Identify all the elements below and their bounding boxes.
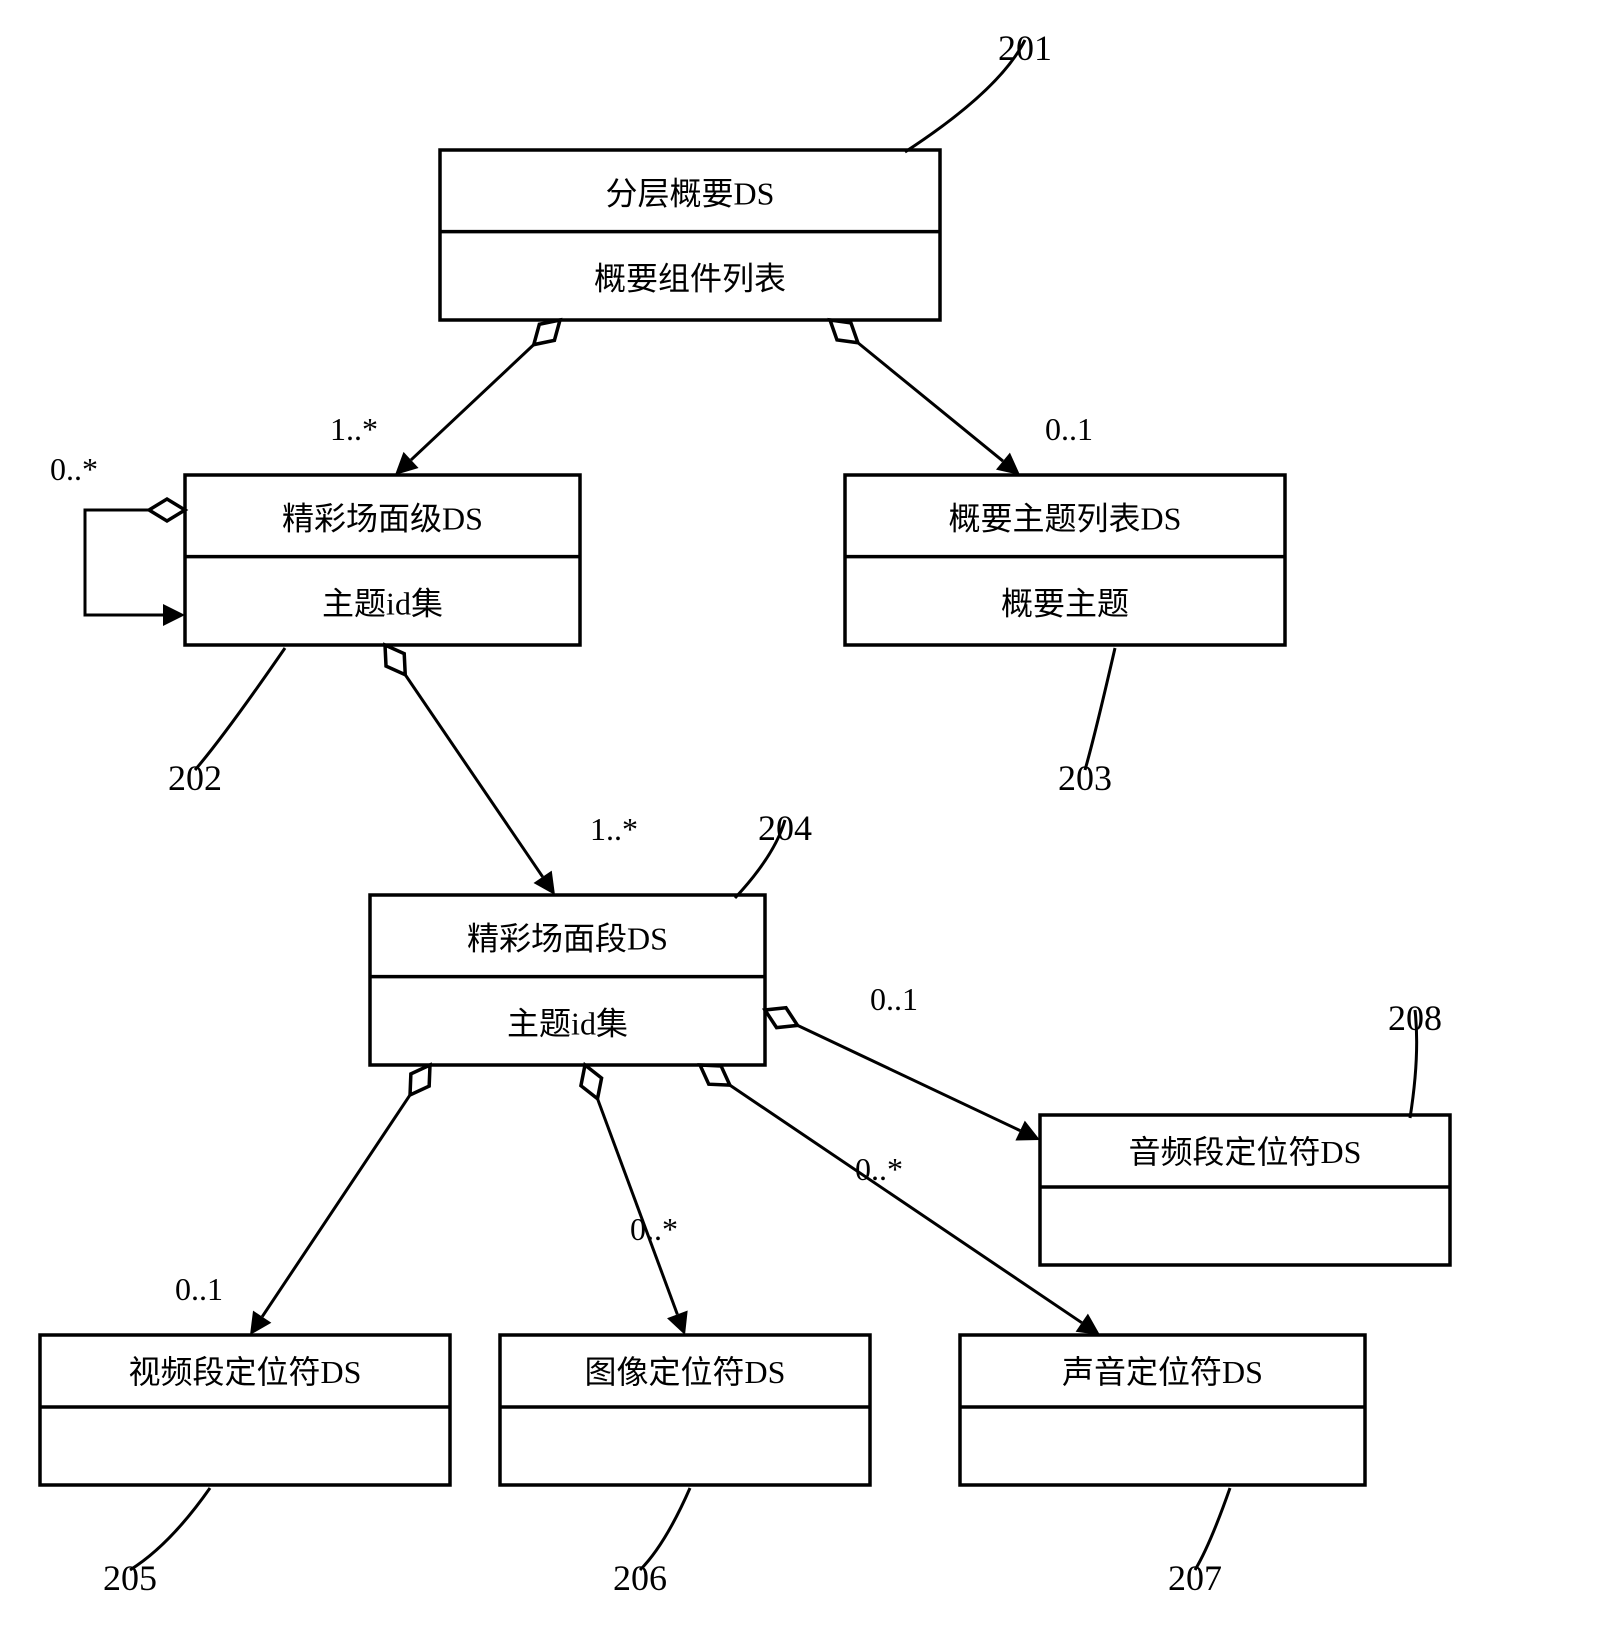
ref-number: 205	[103, 1558, 157, 1598]
multiplicity-label: 1..*	[590, 811, 638, 847]
ref-number: 202	[168, 758, 222, 798]
multiplicity-label: 0..1	[175, 1271, 223, 1307]
multiplicity-label: 0..1	[1045, 411, 1093, 447]
node-n203: 概要主题列表DS 概要主题	[845, 475, 1285, 645]
ref-number: 203	[1058, 758, 1112, 798]
node-n202: 精彩场面级DS 主题id集	[185, 475, 580, 645]
node-sub: 主题id集	[322, 585, 443, 621]
node-n208: 音频段定位符DS	[1040, 1115, 1450, 1265]
node-sub: 主题id集	[507, 1005, 628, 1041]
node-title: 图像定位符DS	[585, 1354, 786, 1390]
multiplicity-label: 0..*	[630, 1211, 678, 1247]
node-title: 音频段定位符DS	[1129, 1134, 1362, 1170]
node-title: 概要主题列表DS	[949, 500, 1182, 536]
node-n204: 精彩场面段DS 主题id集	[370, 895, 765, 1065]
ref-number: 207	[1168, 1558, 1222, 1598]
node-n205: 视频段定位符DS	[40, 1335, 450, 1485]
multiplicity-label: 0..*	[855, 1151, 903, 1187]
ref-number: 201	[998, 28, 1052, 68]
node-n201: 分层概要DS 概要组件列表	[440, 150, 940, 320]
node-title: 声音定位符DS	[1062, 1354, 1263, 1390]
node-title: 视频段定位符DS	[129, 1354, 362, 1390]
node-sub: 概要组件列表	[594, 260, 786, 296]
node-title: 精彩场面段DS	[467, 920, 668, 956]
node-sub: 概要主题	[1001, 585, 1129, 621]
node-title: 精彩场面级DS	[282, 500, 483, 536]
multiplicity-label: 1..*	[330, 411, 378, 447]
node-n206: 图像定位符DS	[500, 1335, 870, 1485]
uml-diagram: 1..* 0..1 1..* 0..1 0..* 0..* 0..1 0..* 分层概要DS 概要…	[0, 0, 1616, 1637]
node-title: 分层概要DS	[606, 175, 775, 211]
multiplicity-label: 0..1	[870, 981, 918, 1017]
ref-number: 208	[1388, 998, 1442, 1038]
ref-number: 206	[613, 1558, 667, 1598]
ref-number: 204	[758, 808, 812, 848]
multiplicity-label: 0..*	[50, 451, 98, 487]
node-n207: 声音定位符DS	[960, 1335, 1365, 1485]
